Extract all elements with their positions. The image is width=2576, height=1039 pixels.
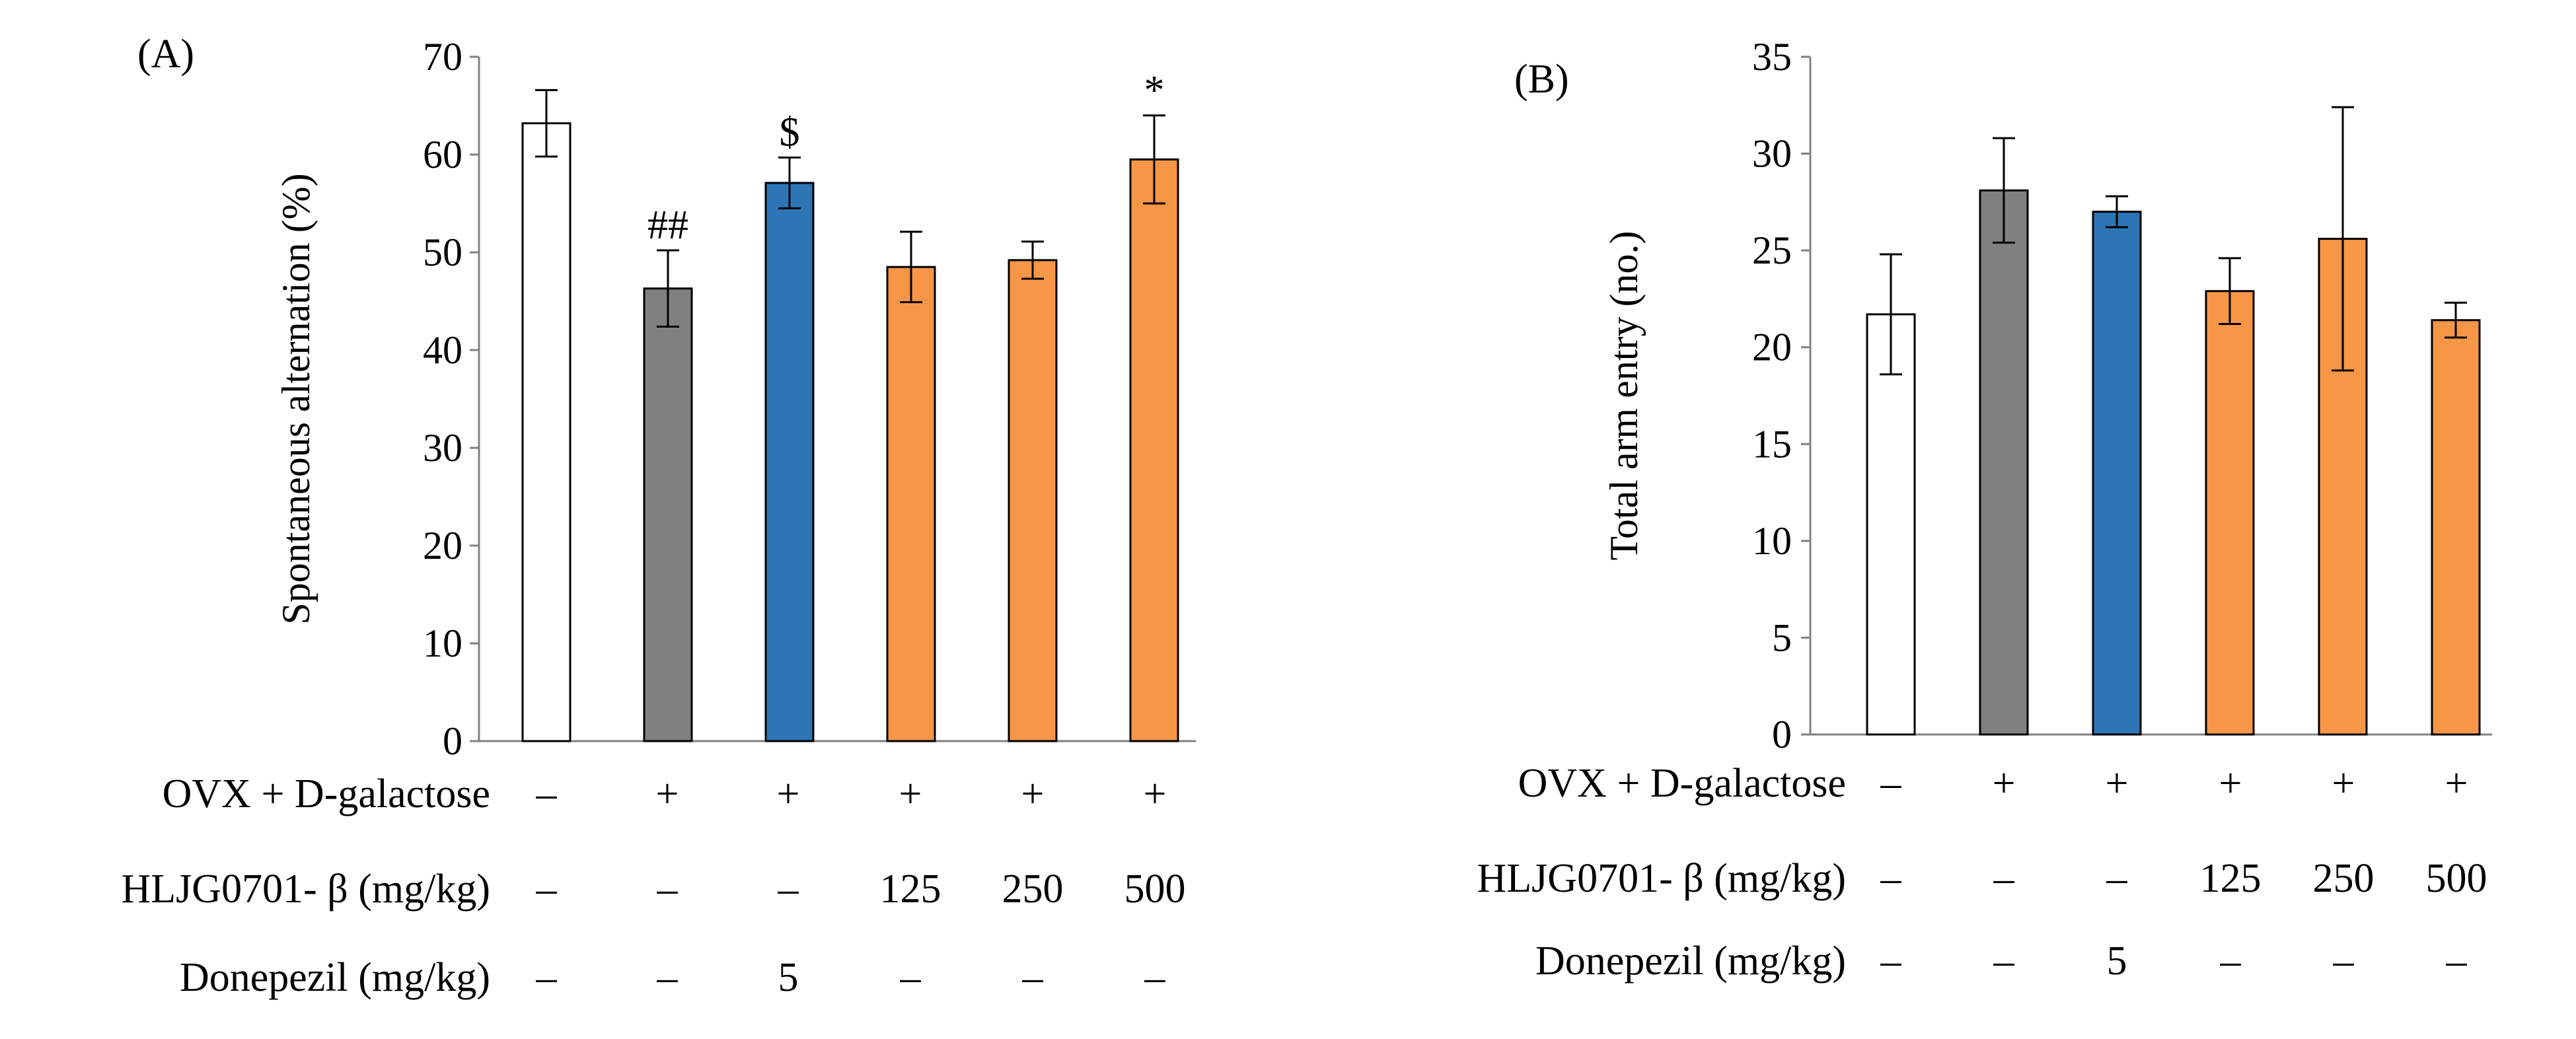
y-tick-label: 5	[1772, 616, 1792, 659]
y-tick-label: 10	[423, 622, 462, 665]
treatment-cell: –	[1880, 761, 1902, 806]
treatment-cell: –	[1880, 856, 1902, 901]
chart-panel-a: (A) Spontaneous alternation (%) 0 10 20 30 40 5…	[122, 32, 1196, 1000]
panel-label: (A)	[137, 32, 194, 77]
treatment-row-label: OVX + D-galactose	[163, 771, 490, 816]
treatment-cell: –	[2106, 856, 2128, 901]
significance-label: $	[780, 110, 800, 155]
treatment-cell: 5	[2107, 939, 2127, 984]
bar	[1008, 259, 1058, 742]
treatment-row-label: OVX + D-galactose	[1518, 761, 1846, 806]
treatment-cell: –	[536, 955, 558, 1000]
treatment-cell: –	[536, 867, 558, 912]
treatment-cell: +	[1993, 761, 2016, 806]
y-tick-label: 35	[1752, 35, 1792, 79]
y-tick-label: 40	[423, 328, 462, 372]
y-axis-title: Spontaneous alternation (%)	[274, 173, 318, 624]
treatment-cell: +	[1021, 771, 1045, 816]
treatment-cell: +	[2332, 761, 2355, 806]
treatment-cell: 125	[2200, 856, 2262, 901]
treatment-cell: 5	[778, 955, 799, 1000]
bar	[643, 287, 693, 742]
y-axis-title: Total arm entry (no.)	[1602, 231, 1646, 561]
chart-panel-b: (B) Total arm entry (no.) 0 5 10 15 20 25 30 35 OV…	[1477, 35, 2492, 984]
treatment-cell: –	[657, 867, 679, 912]
treatment-cell: –	[778, 867, 799, 912]
bar	[521, 122, 571, 742]
y-tick-label: 15	[1752, 422, 1792, 466]
bar	[1129, 158, 1179, 742]
bar	[2431, 319, 2481, 736]
treatment-cell: 125	[880, 867, 941, 912]
y-tick-label: 30	[1752, 132, 1792, 176]
treatment-cell: 250	[1002, 867, 1064, 912]
y-tick-label: 20	[423, 524, 462, 567]
treatment-cell: 250	[2313, 856, 2374, 901]
bar	[2092, 211, 2142, 736]
y-tick-label: 70	[423, 35, 462, 79]
treatment-cell: –	[657, 955, 679, 1000]
treatment-cell: +	[2219, 761, 2242, 806]
treatment-cell: –	[1993, 856, 2015, 901]
bar	[2205, 290, 2255, 736]
treatment-cell: –	[1880, 939, 1902, 984]
treatment-row-label: Donepezil (mg/kg)	[1535, 939, 1846, 984]
y-tick-label: 25	[1752, 229, 1792, 272]
treatment-row-label: HLJG0701- β (mg/kg)	[1477, 856, 1846, 901]
bar	[1979, 189, 2029, 736]
bar	[764, 182, 815, 742]
treatment-row-label: HLJG0701- β (mg/kg)	[122, 867, 490, 912]
treatment-cell: –	[2220, 939, 2242, 984]
y-tick-label: 30	[423, 426, 462, 470]
treatment-cell: –	[900, 955, 922, 1000]
treatment-cell: –	[1144, 955, 1166, 1000]
significance-label: ##	[647, 203, 688, 248]
y-tick-label: 10	[1752, 519, 1792, 563]
treatment-cell: –	[1993, 939, 2015, 984]
treatment-cell: –	[2446, 939, 2468, 984]
treatment-cell: +	[2106, 761, 2129, 806]
y-tick-label: 0	[443, 719, 462, 763]
significance-label: *	[1144, 68, 1165, 113]
treatment-cell: 500	[2426, 856, 2487, 901]
treatment-cell: +	[656, 771, 679, 816]
treatment-row-label: Donepezil (mg/kg)	[180, 955, 490, 1000]
treatment-cell: +	[1144, 771, 1167, 816]
treatment-cell: +	[777, 771, 800, 816]
bar	[1866, 313, 1916, 736]
treatment-cell: –	[536, 771, 558, 816]
treatment-cell: +	[899, 771, 922, 816]
y-tick-label: 0	[1772, 713, 1792, 756]
y-tick-label: 50	[423, 231, 462, 274]
treatment-cell: 500	[1124, 867, 1186, 912]
bar	[886, 266, 936, 742]
panel-label: (B)	[1514, 57, 1569, 102]
treatment-cell: –	[1022, 955, 1044, 1000]
treatment-cell: +	[2445, 761, 2468, 806]
treatment-cell: –	[2333, 939, 2355, 984]
y-tick-label: 60	[423, 133, 462, 176]
y-tick-label: 20	[1752, 326, 1792, 369]
